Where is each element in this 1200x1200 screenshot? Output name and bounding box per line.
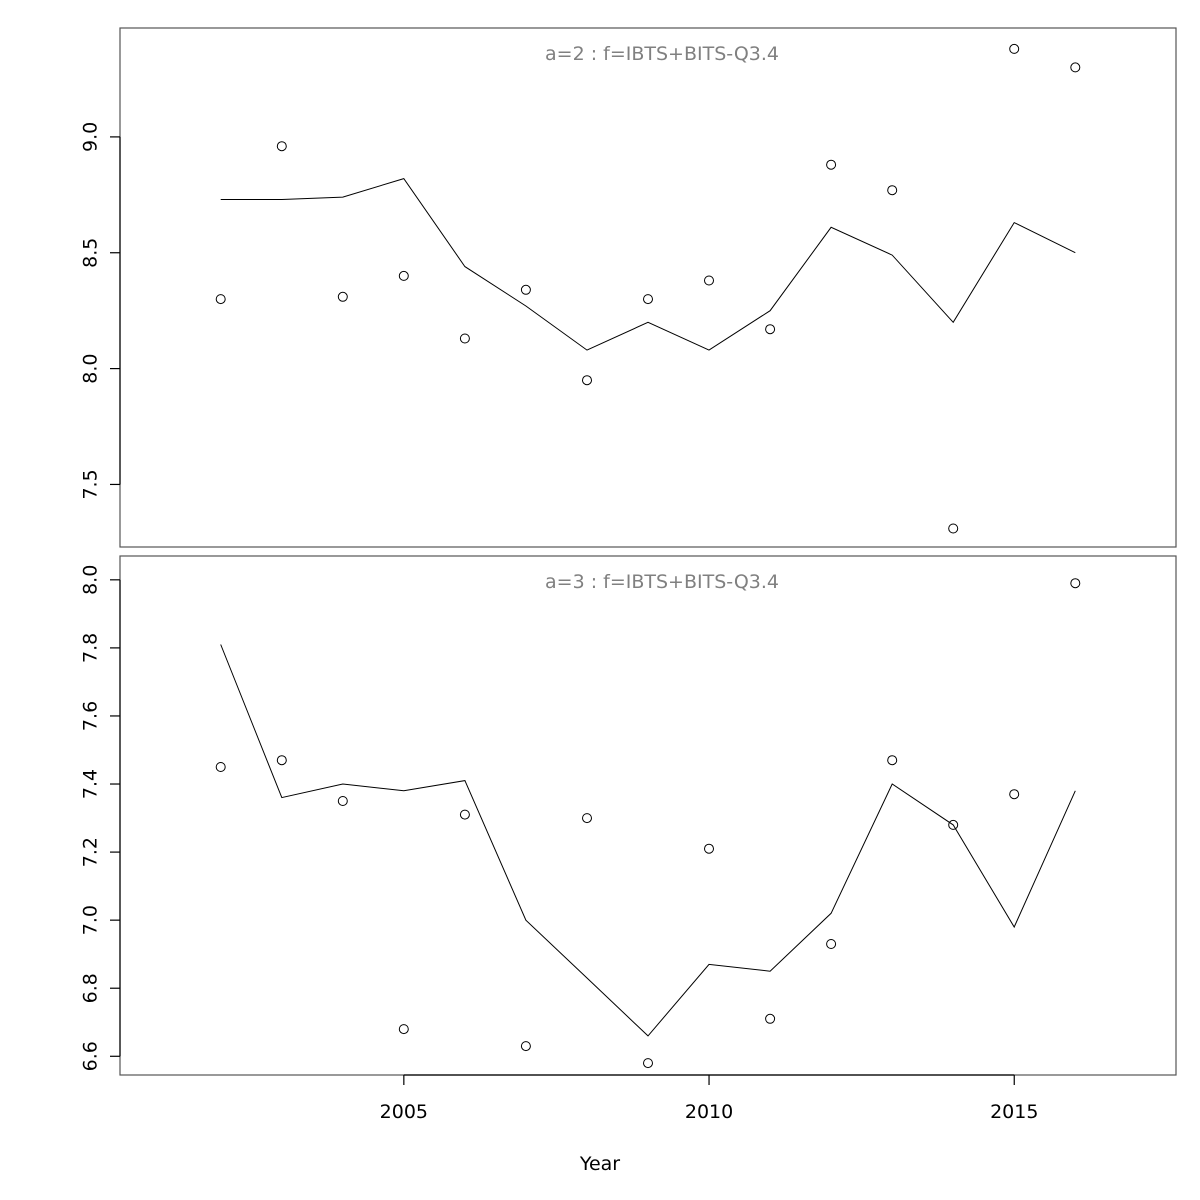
observed-point [215,294,226,305]
observed-point [704,843,714,854]
x-tick-label: 2015 [990,1101,1038,1123]
observed-point [520,1041,531,1052]
y-tick-label: 6.8 [80,973,102,1003]
panel-a3-y-axis: 6.6 6.8 7.0 7.2 7.4 7.6 7.8 8.0 [80,565,121,1071]
observed-point [1070,62,1081,73]
y-tick-label: 7.4 [80,769,102,799]
y-tick-label: 7.0 [80,905,102,935]
observed-point [948,819,959,830]
observed-point [582,375,592,386]
panel-a3-marks [215,578,1081,1069]
y-tick-label: 6.6 [80,1041,102,1071]
y-tick-label: 7.6 [80,701,102,731]
panel-a2: a=2 : f=IBTS+BITS-Q3.4 7.5 8.0 8.5 9.0 [80,27,1177,548]
observed-point [643,294,653,305]
y-tick-label: 9.0 [80,122,102,152]
panel-a3-x-axis: 2005 2010 2015 [380,1074,1038,1123]
observed-point [765,1013,776,1024]
observed-point [1009,43,1020,54]
observed-point [1009,789,1020,800]
x-tick-label: 2010 [685,1101,733,1123]
y-tick-label: 7.5 [80,469,102,499]
y-tick-label: 7.2 [80,837,102,867]
y-tick-label: 7.8 [80,633,102,663]
panel-a3-frame [119,555,1177,1076]
observed-point [459,809,470,820]
observed-point [765,324,776,335]
panel-a2-frame [119,27,1177,548]
observed-point [643,1058,653,1069]
observed-point [520,284,531,295]
panel-a2-title: a=2 : f=IBTS+BITS-Q3.4 [545,43,779,65]
observed-point [276,141,287,152]
y-tick-label: 8.0 [80,565,102,595]
observed-point [459,333,470,344]
observed-point [948,523,959,534]
x-tick-label: 2005 [380,1101,428,1123]
y-tick-label: 8.5 [80,238,102,268]
observed-point [398,1024,409,1035]
observed-point [398,270,409,281]
panel-a3: a=3 : f=IBTS+BITS-Q3.4 6.6 6.8 7.0 7.2 7.4 7.… [80,555,1177,1123]
observed-point [215,762,226,772]
observed-point [276,755,287,766]
observed-point [826,159,837,170]
panel-a2-marks [215,43,1081,534]
observed-point [704,275,714,286]
observed-point [1070,578,1081,589]
observed-point [337,796,348,806]
panel-a2-y-axis: 7.5 8.0 8.5 9.0 [80,122,121,500]
observed-point [887,185,898,196]
fitted-line [220,644,1076,1037]
observed-point [826,939,837,949]
observed-point [582,813,592,824]
observed-point [337,291,348,302]
y-tick-label: 8.0 [80,353,102,383]
x-axis-label: Year [579,1153,620,1175]
observed-point [887,755,898,766]
fitted-line [220,178,1076,351]
panel-a3-title: a=3 : f=IBTS+BITS-Q3.4 [545,571,779,593]
